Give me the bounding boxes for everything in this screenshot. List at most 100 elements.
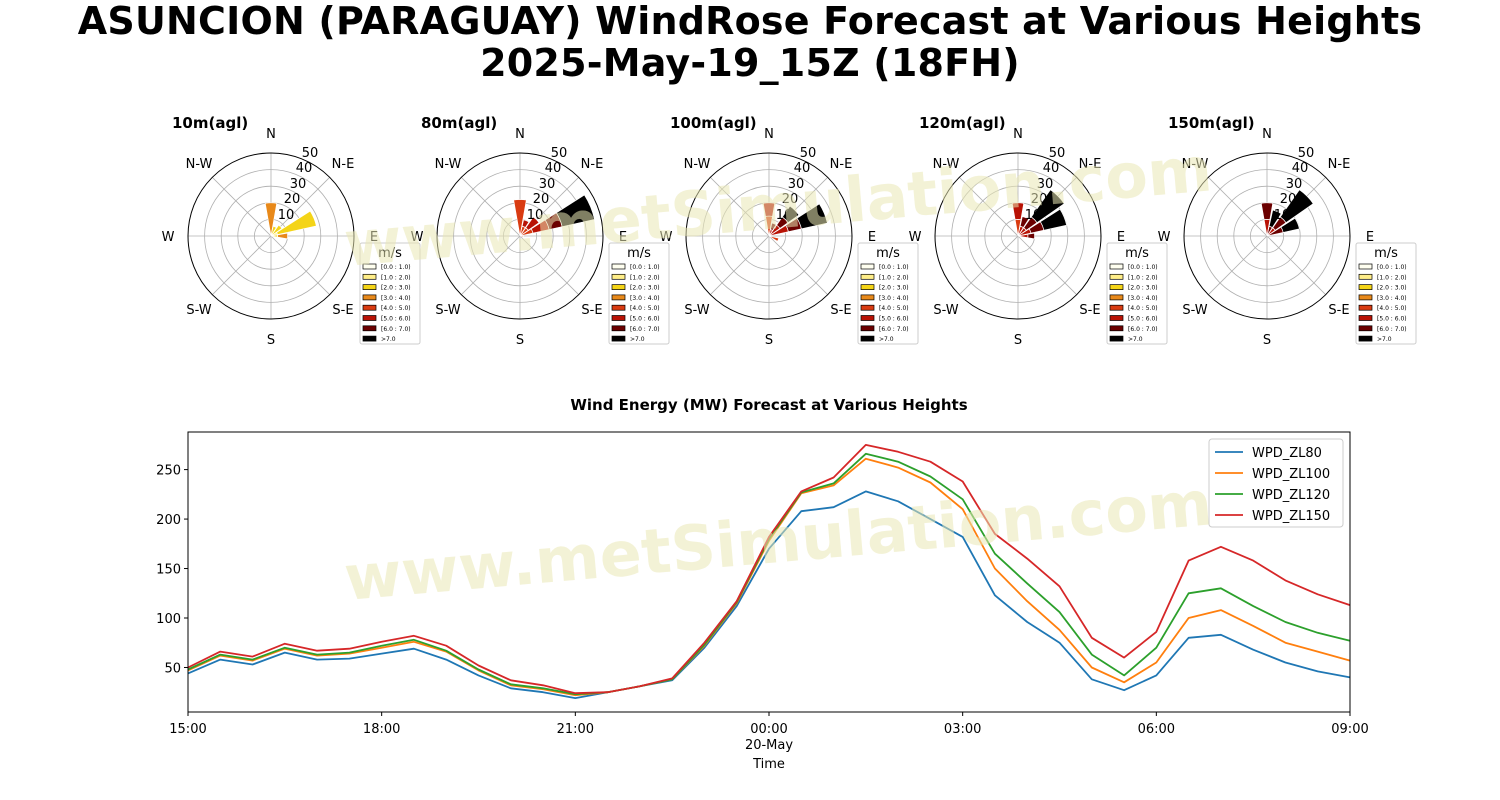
angular-gridline — [710, 177, 770, 237]
legend-swatch — [1358, 273, 1373, 280]
y-tick-label: 250 — [156, 464, 181, 479]
legend-entry-label: [5.0 : 6.0) — [1128, 316, 1158, 323]
petal-segment — [1279, 189, 1314, 224]
legend-entry-label: >7.0 — [1377, 336, 1392, 343]
direction-label: N-W — [186, 157, 213, 172]
legend-label-wpd_zl100: WPD_ZL100 — [1252, 467, 1330, 482]
legend-swatch — [860, 315, 875, 321]
direction-label: E — [619, 230, 627, 245]
y-tick-label: 200 — [156, 513, 181, 528]
legend-title: m/s — [876, 246, 900, 261]
petal-segment — [277, 232, 288, 240]
polar-frame — [685, 152, 853, 320]
windrose-legend: m/s [0.0 : 1.0) [1.0 : 2.0) [2.0 : 3.0) [3.0… — [1106, 242, 1168, 345]
direction-label: N-E — [830, 157, 853, 172]
direction-label: S — [765, 333, 773, 348]
windrose-title: 10m(agl) — [172, 114, 248, 132]
legend-entry-label: [3.0 : 4.0) — [1128, 295, 1158, 302]
title-line-2: 2025-May-19_15Z (18FH) — [480, 41, 1020, 85]
direction-label: E — [370, 230, 378, 245]
legend-swatch — [1358, 263, 1373, 270]
legend-entry-label: [6.0 : 7.0) — [381, 326, 411, 333]
legend-swatch — [1109, 325, 1124, 332]
legend-entry-label: [1.0 : 2.0) — [879, 274, 909, 281]
radial-tick-label: 10 — [1274, 208, 1291, 223]
legend-swatch — [860, 284, 875, 290]
legend-swatch — [1109, 273, 1124, 280]
petal-segment — [525, 216, 540, 231]
direction-label: S — [1014, 333, 1022, 348]
radial-tick-label: 20 — [1031, 192, 1048, 207]
legend-title: m/s — [378, 246, 402, 261]
energy-plot-area — [187, 431, 1351, 713]
direction-label: N-W — [1182, 157, 1209, 172]
radial-tick-label: 30 — [1037, 177, 1054, 192]
legend-entry-label: [4.0 : 5.0) — [381, 305, 411, 312]
figure-title: ASUNCION (PARAGUAY) WindRose Forecast at… — [0, 0, 1500, 84]
petal-segment — [513, 199, 527, 237]
legend-swatch — [362, 304, 377, 311]
x-tick-label: 21:00 — [557, 722, 594, 737]
windrose-legend: m/s [0.0 : 1.0) [1.0 : 2.0) [2.0 : 3.0) [3.0… — [857, 242, 919, 345]
legend-title: m/s — [1125, 246, 1149, 261]
legend-label-wpd_zl150: WPD_ZL150 — [1252, 509, 1330, 524]
legend-swatch — [1358, 284, 1373, 290]
direction-label: S-W — [435, 303, 460, 318]
legend-entry-label: [6.0 : 7.0) — [1128, 326, 1158, 333]
direction-label: N — [1262, 127, 1272, 142]
petal-segment — [1280, 217, 1300, 233]
legend-entry-label: >7.0 — [381, 336, 396, 343]
legend-swatch — [1358, 304, 1373, 311]
radial-tick-label: 30 — [1286, 177, 1303, 192]
direction-label: E — [868, 230, 876, 245]
petal-segment — [1027, 232, 1035, 240]
radial-tick-label: 30 — [290, 177, 307, 192]
petal-segment — [1030, 189, 1065, 224]
direction-label: W — [660, 230, 673, 245]
legend-entry-label: [5.0 : 6.0) — [381, 316, 411, 323]
legend-swatch — [1109, 263, 1124, 270]
radial-tick-label: 30 — [788, 177, 805, 192]
angular-gridline — [270, 235, 330, 295]
legend-entry-label: [4.0 : 5.0) — [879, 305, 909, 312]
plot-frame — [187, 431, 1351, 713]
angular-gridline — [212, 235, 272, 295]
direction-label: S — [516, 333, 524, 348]
direction-label: S-W — [1182, 303, 1207, 318]
legend-entry-label: [4.0 : 5.0) — [1377, 305, 1407, 312]
angular-gridline — [519, 235, 579, 295]
legend-swatch — [611, 263, 626, 270]
radial-tick-label: 40 — [1292, 161, 1309, 176]
legend-swatch — [860, 294, 875, 301]
legend-swatch — [362, 294, 377, 301]
windrose-legend: m/s [0.0 : 1.0) [1.0 : 2.0) [2.0 : 3.0) [3.0… — [359, 242, 421, 345]
legend-swatch — [362, 263, 377, 270]
legend-entry-label: [6.0 : 7.0) — [879, 326, 909, 333]
radial-tick-label: 50 — [800, 146, 817, 161]
direction-label: N-W — [684, 157, 711, 172]
series-line-wpd_zl100 — [187, 457, 1351, 697]
petal-segment — [270, 224, 283, 237]
angular-gridline — [270, 177, 330, 237]
windrose-title: 80m(agl) — [421, 114, 497, 132]
radial-tick-label: 20 — [1280, 192, 1297, 207]
legend-swatch — [1358, 315, 1373, 321]
legend-swatch — [860, 304, 875, 311]
direction-label: S-W — [933, 303, 958, 318]
legend-entry-label: [2.0 : 3.0) — [1377, 285, 1407, 292]
legend-entry-label: [4.0 : 5.0) — [630, 305, 660, 312]
direction-label: S-E — [830, 303, 851, 318]
y-tick-label: 50 — [164, 661, 181, 676]
petal-segment — [555, 194, 595, 228]
petal-segment — [1011, 202, 1025, 221]
petal-segment — [762, 202, 776, 217]
legend-entry-label: [3.0 : 4.0) — [879, 295, 909, 302]
legend-swatch — [362, 273, 377, 280]
radial-tick-label: 10 — [776, 208, 793, 223]
y-tick-label: 100 — [156, 612, 181, 627]
legend-label-wpd_zl120: WPD_ZL120 — [1252, 488, 1330, 503]
petal-segment — [768, 235, 780, 242]
direction-label: N — [764, 127, 774, 142]
